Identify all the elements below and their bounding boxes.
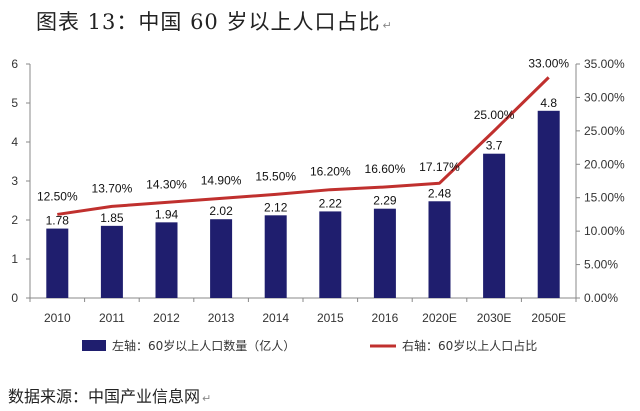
line-value-label: 25.00% bbox=[474, 108, 515, 122]
x-tick-label: 2014 bbox=[262, 311, 289, 325]
bar bbox=[428, 201, 451, 298]
right-tick-label: 15.00% bbox=[584, 191, 625, 205]
line-value-label: 14.90% bbox=[201, 173, 242, 187]
bar bbox=[319, 211, 342, 298]
bar-value-label: 3.7 bbox=[486, 139, 503, 153]
line-value-label: 16.20% bbox=[310, 165, 351, 179]
bar-value-label: 2.22 bbox=[319, 196, 343, 210]
x-tick-label: 2010 bbox=[44, 311, 71, 325]
bar-value-label: 2.48 bbox=[428, 186, 452, 200]
bar-value-label: 2.02 bbox=[209, 204, 233, 218]
bar-value-label: 2.12 bbox=[264, 200, 288, 214]
right-tick-label: 0.00% bbox=[584, 291, 618, 305]
paragraph-mark-icon: ↵ bbox=[202, 392, 212, 405]
right-tick-label: 20.00% bbox=[584, 157, 625, 171]
legend-line-label: 右轴：60岁以上人口占比 bbox=[402, 338, 537, 353]
legend-bar-label: 左轴：60岁以上人口数量（亿人） bbox=[112, 338, 295, 353]
bar bbox=[483, 153, 506, 298]
x-tick-label: 2013 bbox=[208, 311, 235, 325]
line-value-label: 17.17% bbox=[419, 160, 460, 174]
x-tick-label: 2020E bbox=[422, 311, 457, 325]
bar-value-label: 1.78 bbox=[46, 214, 70, 228]
right-tick-label: 10.00% bbox=[584, 224, 625, 238]
chart-title: 图表 13：中国 60 岁以上人口占比 bbox=[36, 10, 381, 34]
x-tick-label: 2015 bbox=[317, 311, 344, 325]
paragraph-mark-icon: ↵ bbox=[382, 19, 392, 32]
bar bbox=[373, 208, 396, 298]
left-tick-label: 2 bbox=[11, 213, 18, 227]
line-value-label: 16.60% bbox=[365, 162, 406, 176]
left-tick-label: 1 bbox=[11, 252, 18, 266]
x-tick-label: 2016 bbox=[372, 311, 399, 325]
bar bbox=[46, 228, 69, 298]
bar bbox=[264, 215, 287, 298]
right-tick-label: 25.00% bbox=[584, 124, 625, 138]
line-value-label: 15.50% bbox=[255, 169, 296, 183]
source-note: 数据来源：中国产业信息网 bbox=[8, 387, 201, 406]
series-line bbox=[57, 76, 550, 216]
right-tick-label: 35.00% bbox=[584, 57, 625, 71]
left-tick-label: 0 bbox=[11, 291, 18, 305]
bar-value-label: 1.85 bbox=[100, 211, 124, 225]
bar-value-label: 1.94 bbox=[155, 207, 179, 221]
x-tick-label: 2012 bbox=[153, 311, 180, 325]
bar bbox=[210, 219, 233, 298]
line-value-label: 14.30% bbox=[146, 177, 187, 191]
left-tick-label: 5 bbox=[11, 96, 18, 110]
bar-value-label: 4.8 bbox=[540, 96, 557, 110]
right-tick-label: 30.00% bbox=[584, 90, 625, 104]
bar bbox=[537, 110, 560, 298]
left-tick-label: 4 bbox=[11, 135, 18, 149]
line-value-label: 13.70% bbox=[92, 181, 133, 195]
source-row: 数据来源：中国产业信息网 ↵ bbox=[8, 383, 211, 407]
x-tick-label: 2030E bbox=[477, 311, 512, 325]
line-value-label: 33.00% bbox=[528, 56, 569, 70]
line-value-label: 12.50% bbox=[37, 189, 78, 203]
bar bbox=[155, 222, 178, 298]
x-tick-label: 2050E bbox=[531, 311, 566, 325]
legend-bar-swatch bbox=[82, 340, 106, 351]
combo-chart: 0 1 2 3 4 5 6 0.00% 5.00% 10.00% 15.00% 20.00% 25.00… bbox=[11, 56, 625, 353]
bar-value-label: 2.29 bbox=[373, 194, 397, 208]
chart-title-row: 图表 13：中国 60 岁以上人口占比 ↵ bbox=[36, 6, 392, 38]
right-tick-label: 5.00% bbox=[584, 258, 618, 272]
bar bbox=[100, 225, 123, 298]
left-tick-label: 6 bbox=[11, 57, 18, 71]
left-tick-label: 3 bbox=[11, 174, 18, 188]
x-tick-label: 2011 bbox=[99, 311, 125, 325]
